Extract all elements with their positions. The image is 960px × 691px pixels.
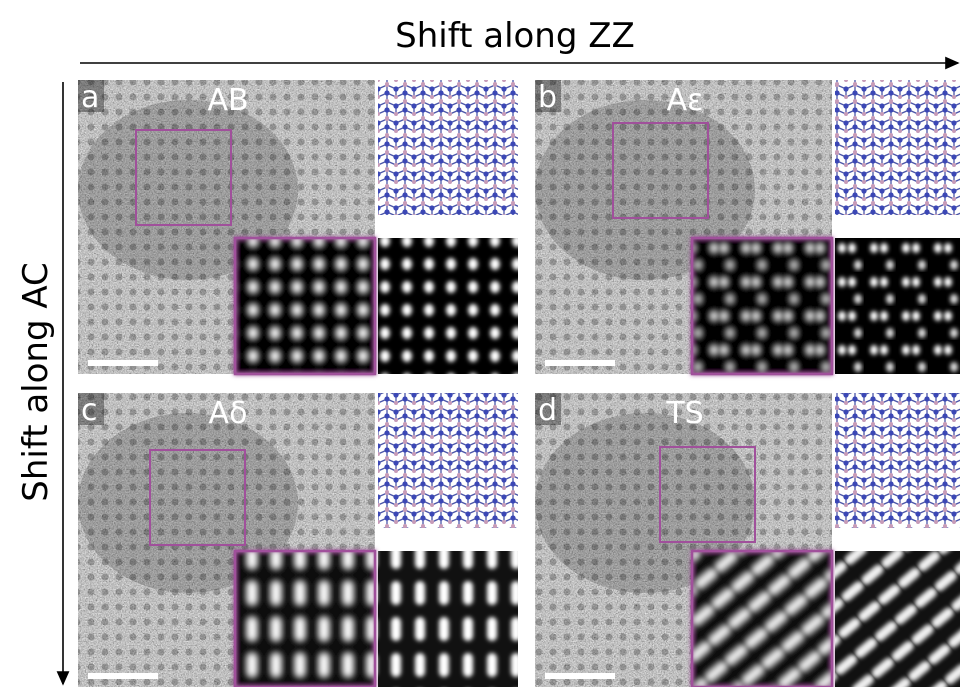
page: {"axis_labels": {"horizontal": "Shift al… (0, 0, 960, 687)
magnified-inset (235, 238, 375, 374)
scale-bar (88, 673, 158, 679)
panel-letter: b (538, 80, 557, 115)
horizontal-axis-label: Shift along ZZ (395, 16, 635, 56)
panel: c Aδ (78, 393, 518, 687)
panel-label: TS (665, 396, 703, 431)
simulated-image (835, 551, 960, 687)
simulated-image (378, 238, 518, 374)
panel: d TS (535, 393, 960, 687)
simulated-image (835, 238, 960, 374)
magnified-inset (692, 238, 832, 374)
scale-bar (545, 673, 615, 679)
panel: a AB (78, 80, 518, 374)
panel: b Aε (535, 80, 960, 374)
panels: a AB b Aε c Aδ d TS (78, 80, 960, 687)
simulated-image (378, 551, 518, 687)
magnified-inset (235, 551, 375, 687)
panel-letter: c (81, 393, 98, 428)
scale-bar (545, 360, 615, 366)
atomic-model (378, 80, 518, 215)
panel-label: Aδ (209, 396, 248, 431)
scale-bar (88, 360, 158, 366)
figure: Shift along ZZ Shift along AC a AB b Aε c Aδ d… (0, 0, 960, 687)
atomic-model (835, 393, 960, 528)
panel-label: Aε (667, 83, 704, 118)
panel-letter: d (538, 393, 557, 428)
atomic-model (378, 393, 518, 528)
vertical-axis-label: Shift along AC (16, 262, 56, 502)
magnified-inset (692, 551, 832, 687)
panel-label: AB (207, 83, 248, 118)
atomic-model (835, 80, 960, 215)
panel-letter: a (81, 80, 99, 115)
